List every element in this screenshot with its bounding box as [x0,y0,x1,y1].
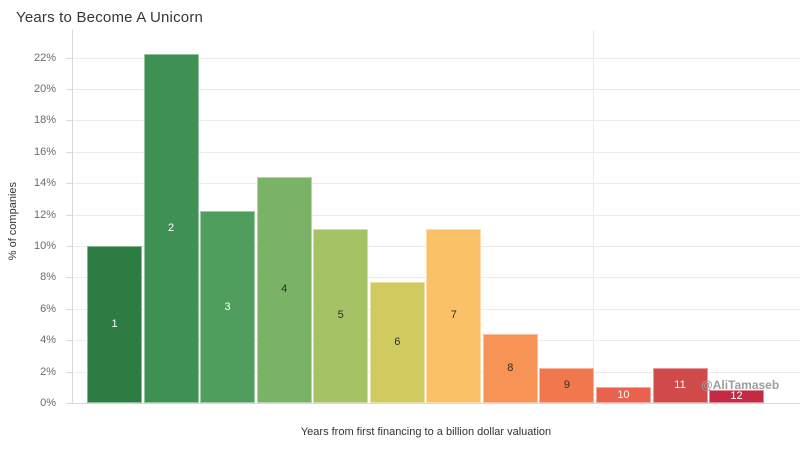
vertical-gridline [593,30,594,403]
y-axis-tick-label: 14% [33,177,56,190]
gridline-18% [72,120,800,122]
bar-value-label: 10 [617,388,630,401]
bar-value-label: 9 [563,379,570,392]
y-tick-mark [66,151,72,153]
gridline-0% [72,403,800,404]
y-axis-tick-label: 12% [33,208,56,221]
bar-value-label: 5 [337,309,344,322]
y-tick-mark [66,214,72,216]
y-axis-tick-label: 8% [40,271,56,284]
bar-year-8[interactable]: 8 [482,333,538,403]
y-axis-tick-label: 16% [33,145,56,158]
gridline-20% [72,89,800,90]
bar-year-2[interactable]: 2 [143,54,199,403]
bar-year-6[interactable]: 6 [369,282,425,403]
watermark: @AliTamaseb [701,378,780,392]
y-axis-tick-label: 22% [33,51,56,64]
bar-value-label: 12 [730,390,743,403]
y-tick-mark [66,403,72,404]
bar-value-label: 2 [167,222,175,235]
bar-value-label: 11 [674,379,686,392]
y-tick-mark [66,57,72,59]
y-tick-mark [66,246,72,247]
bar-year-7[interactable]: 7 [426,228,482,403]
bar-value-label: 6 [394,336,401,349]
bar-value-label: 1 [111,318,118,330]
bar-value-label: 7 [450,309,457,322]
y-axis-tick-label: 2% [40,365,56,378]
bar-year-3[interactable]: 3 [200,211,256,403]
bar-year-9[interactable]: 9 [539,368,595,403]
x-axis-title: Years from first financing to a billion … [300,426,552,438]
bar-value-label: 4 [281,283,288,296]
bar-year-10[interactable]: 10 [595,387,651,403]
bar-year-5[interactable]: 5 [313,228,369,403]
y-axis-line [72,30,73,403]
chart-title: Years to Become A Unicorn [16,9,204,26]
y-tick-mark [66,371,72,373]
y-axis-tick-label: 6% [40,302,56,315]
y-axis-tick-label: 10% [33,240,56,252]
y-tick-mark [66,183,72,185]
gridline-12% [72,214,800,216]
bar-year-11[interactable]: 11 [652,368,708,403]
bar-year-12[interactable]: 12 [709,390,765,403]
y-tick-mark [66,120,72,122]
y-axis-tick-label: 0% [40,397,56,409]
bar-value-label: 3 [224,300,231,313]
y-tick-mark [66,277,72,279]
y-tick-mark [66,308,72,310]
y-tick-mark [66,340,72,342]
bar-year-4[interactable]: 4 [256,176,312,403]
y-axis-tick-label: 18% [33,114,56,127]
y-tick-mark [66,89,72,90]
y-axis-tick-label: 4% [40,334,56,347]
gridline-22% [72,57,800,59]
gridline-14% [72,183,800,185]
bar-year-1[interactable]: 1 [87,246,142,403]
y-axis-tick-label: 20% [33,83,56,95]
gridline-16% [72,151,800,153]
bar-value-label: 8 [507,361,514,374]
